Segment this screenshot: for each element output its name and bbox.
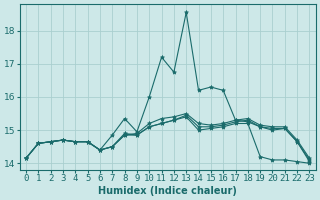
- X-axis label: Humidex (Indice chaleur): Humidex (Indice chaleur): [98, 186, 237, 196]
